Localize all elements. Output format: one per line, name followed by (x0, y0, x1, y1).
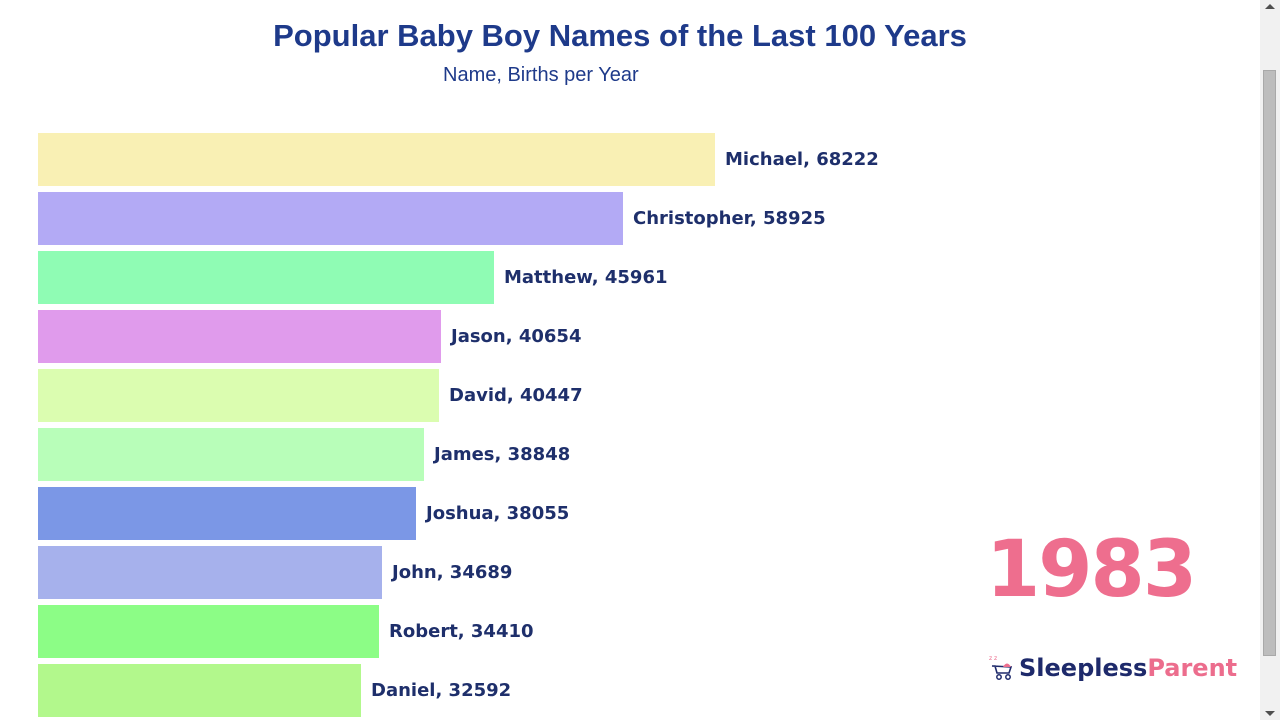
sleepless-parent-logo: z z Sleepless Parent (988, 654, 1237, 682)
bar-label: Robert, 34410 (389, 621, 534, 642)
bar-row: Michael, 68222 (38, 133, 879, 186)
year-label: 1983 (986, 525, 1197, 615)
bar-john (38, 546, 382, 599)
chart-subtitle: Name, Births per Year (443, 64, 639, 86)
bar-row: James, 38848 (38, 428, 570, 481)
bar-row: Robert, 34410 (38, 605, 534, 658)
bar-jason (38, 310, 441, 363)
svg-text:z z: z z (989, 655, 997, 662)
bar-row: John, 34689 (38, 546, 512, 599)
bar-james (38, 428, 424, 481)
bar-label: James, 38848 (434, 444, 571, 465)
bar-row: Joshua, 38055 (38, 487, 569, 540)
bar-robert (38, 605, 379, 658)
scroll-down-arrow-icon[interactable] (1265, 711, 1275, 716)
vertical-scrollbar[interactable] (1260, 0, 1280, 720)
bar-label: David, 40447 (449, 385, 583, 406)
scrollbar-thumb[interactable] (1263, 70, 1276, 656)
bar-row: Christopher, 58925 (38, 192, 826, 245)
bar-label: Joshua, 38055 (426, 503, 570, 524)
bar-daniel (38, 664, 361, 717)
bar-label: Christopher, 58925 (633, 208, 826, 229)
bar-christopher (38, 192, 623, 245)
bar-label: Michael, 68222 (725, 149, 879, 170)
bar-row: Daniel, 32592 (38, 664, 511, 717)
bar-label: Matthew, 45961 (504, 267, 668, 288)
bar-david (38, 369, 439, 422)
bar-michael (38, 133, 715, 186)
bar-label: Daniel, 32592 (371, 680, 512, 701)
bar-joshua (38, 487, 416, 540)
bar-row: Matthew, 45961 (38, 251, 668, 304)
bar-label: John, 34689 (392, 562, 513, 583)
bar-matthew (38, 251, 494, 304)
scroll-up-arrow-icon[interactable] (1265, 4, 1275, 9)
bar-row: Jason, 40654 (38, 310, 581, 363)
stroller-icon: z z (989, 655, 1013, 680)
chart-title: Popular Baby Boy Names of the Last 100 Y… (273, 18, 967, 53)
logo-text-sleepless: Sleepless (1019, 654, 1148, 682)
logo-text-parent: Parent (1147, 654, 1238, 682)
bar-label: Jason, 40654 (451, 326, 582, 347)
bar-row: David, 40447 (38, 369, 583, 422)
